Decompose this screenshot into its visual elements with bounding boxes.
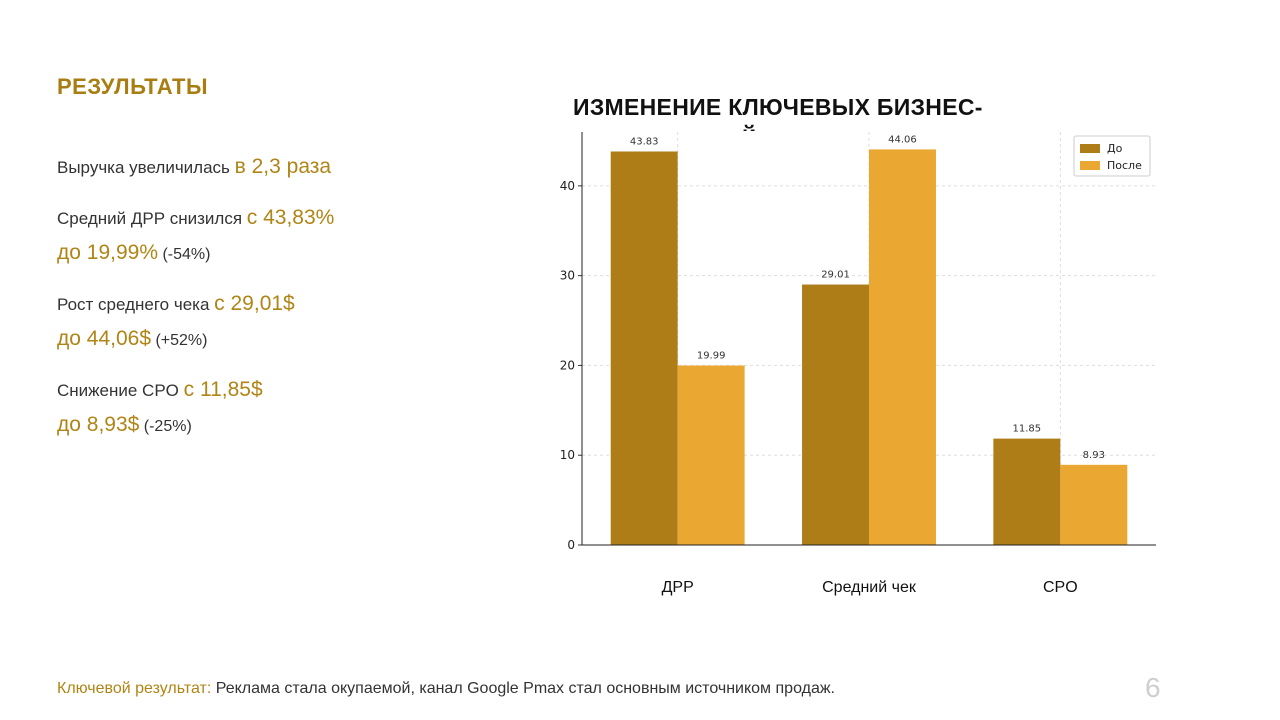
- results-list: Выручка увеличилась в 2,3 раза Средний ДР…: [57, 150, 477, 459]
- data-label: 11.85: [1013, 424, 1042, 435]
- result-text-small: (-54%): [158, 246, 211, 263]
- y-tick-label: 0: [567, 538, 575, 552]
- y-tick-label: 20: [560, 358, 575, 372]
- chart-title-clipped-line: й: [742, 121, 756, 132]
- data-label: 8.93: [1083, 450, 1105, 461]
- y-tick-label: 10: [560, 448, 575, 462]
- legend-label: После: [1107, 159, 1142, 172]
- legend-swatch: [1080, 144, 1100, 153]
- bar-after: [1060, 464, 1128, 545]
- result-text-plain: Выручка увеличилась: [57, 158, 235, 177]
- result-item: Рост среднего чека с 29,01$ до 44,06$ (+5…: [57, 287, 477, 357]
- result-text-accent: с 29,01$: [214, 292, 295, 315]
- y-tick-label: 40: [560, 179, 575, 193]
- data-label: 44.06: [888, 134, 917, 145]
- section-title: РЕЗУЛЬТАТЫ: [57, 74, 208, 99]
- footer-label: Ключевой результат:: [57, 680, 212, 697]
- result-text-small: (-25%): [139, 418, 192, 435]
- y-axis-label: Показатели (условные единицы / %): [545, 218, 561, 489]
- bar-before: [610, 151, 678, 545]
- bar-after: [677, 365, 745, 545]
- result-text-accent: до 8,93$: [57, 413, 140, 436]
- result-text-plain: Средний ДРР снизился: [57, 209, 247, 228]
- data-label: 19.99: [697, 351, 726, 362]
- chart-title: ИЗМЕНЕНИЕ КЛЮЧЕВЫХ БИЗНЕС-: [573, 94, 983, 120]
- result-text-accent: до 44,06$: [57, 327, 151, 350]
- result-item: Средний ДРР снизился с 43,83% до 19,99% (…: [57, 201, 477, 271]
- result-text-accent: до 19,99%: [57, 241, 158, 264]
- result-item: Выручка увеличилась в 2,3 раза: [57, 150, 477, 185]
- bar-after: [869, 149, 936, 545]
- y-tick-label: 30: [560, 269, 575, 283]
- bar-chart: 0 10 20 30 40 43.83 29.01 11.85 19.99 44.06 8.93 ДР…: [545, 132, 1156, 596]
- result-text-accent: в 2,3 раза: [234, 155, 332, 178]
- legend-swatch: [1080, 161, 1100, 170]
- page-number: 6: [1145, 672, 1161, 703]
- result-text-plain: Рост среднего чека: [57, 295, 215, 314]
- bar-before: [993, 438, 1061, 545]
- result-text-accent: с 43,83%: [246, 206, 335, 229]
- footer: Ключевой результат: Реклама стала окупае…: [57, 680, 835, 698]
- result-item: Снижение CPO с 11,85$ до 8,93$ (-25%): [57, 373, 477, 443]
- category-label: ДРР: [662, 579, 694, 596]
- data-label: 29.01: [821, 270, 850, 281]
- data-label: 43.83: [630, 136, 659, 147]
- footer-text: Реклама стала окупаемой, канал Google Pm…: [211, 680, 835, 697]
- result-text-accent: с 11,85$: [183, 378, 263, 401]
- legend-label: До: [1107, 142, 1123, 155]
- result-text-plain: Снижение CPO: [57, 381, 184, 400]
- result-text-small: (+52%): [151, 332, 208, 349]
- category-label: CPO: [1043, 579, 1078, 596]
- bar-before: [802, 284, 869, 545]
- category-label: Средний чек: [822, 579, 917, 596]
